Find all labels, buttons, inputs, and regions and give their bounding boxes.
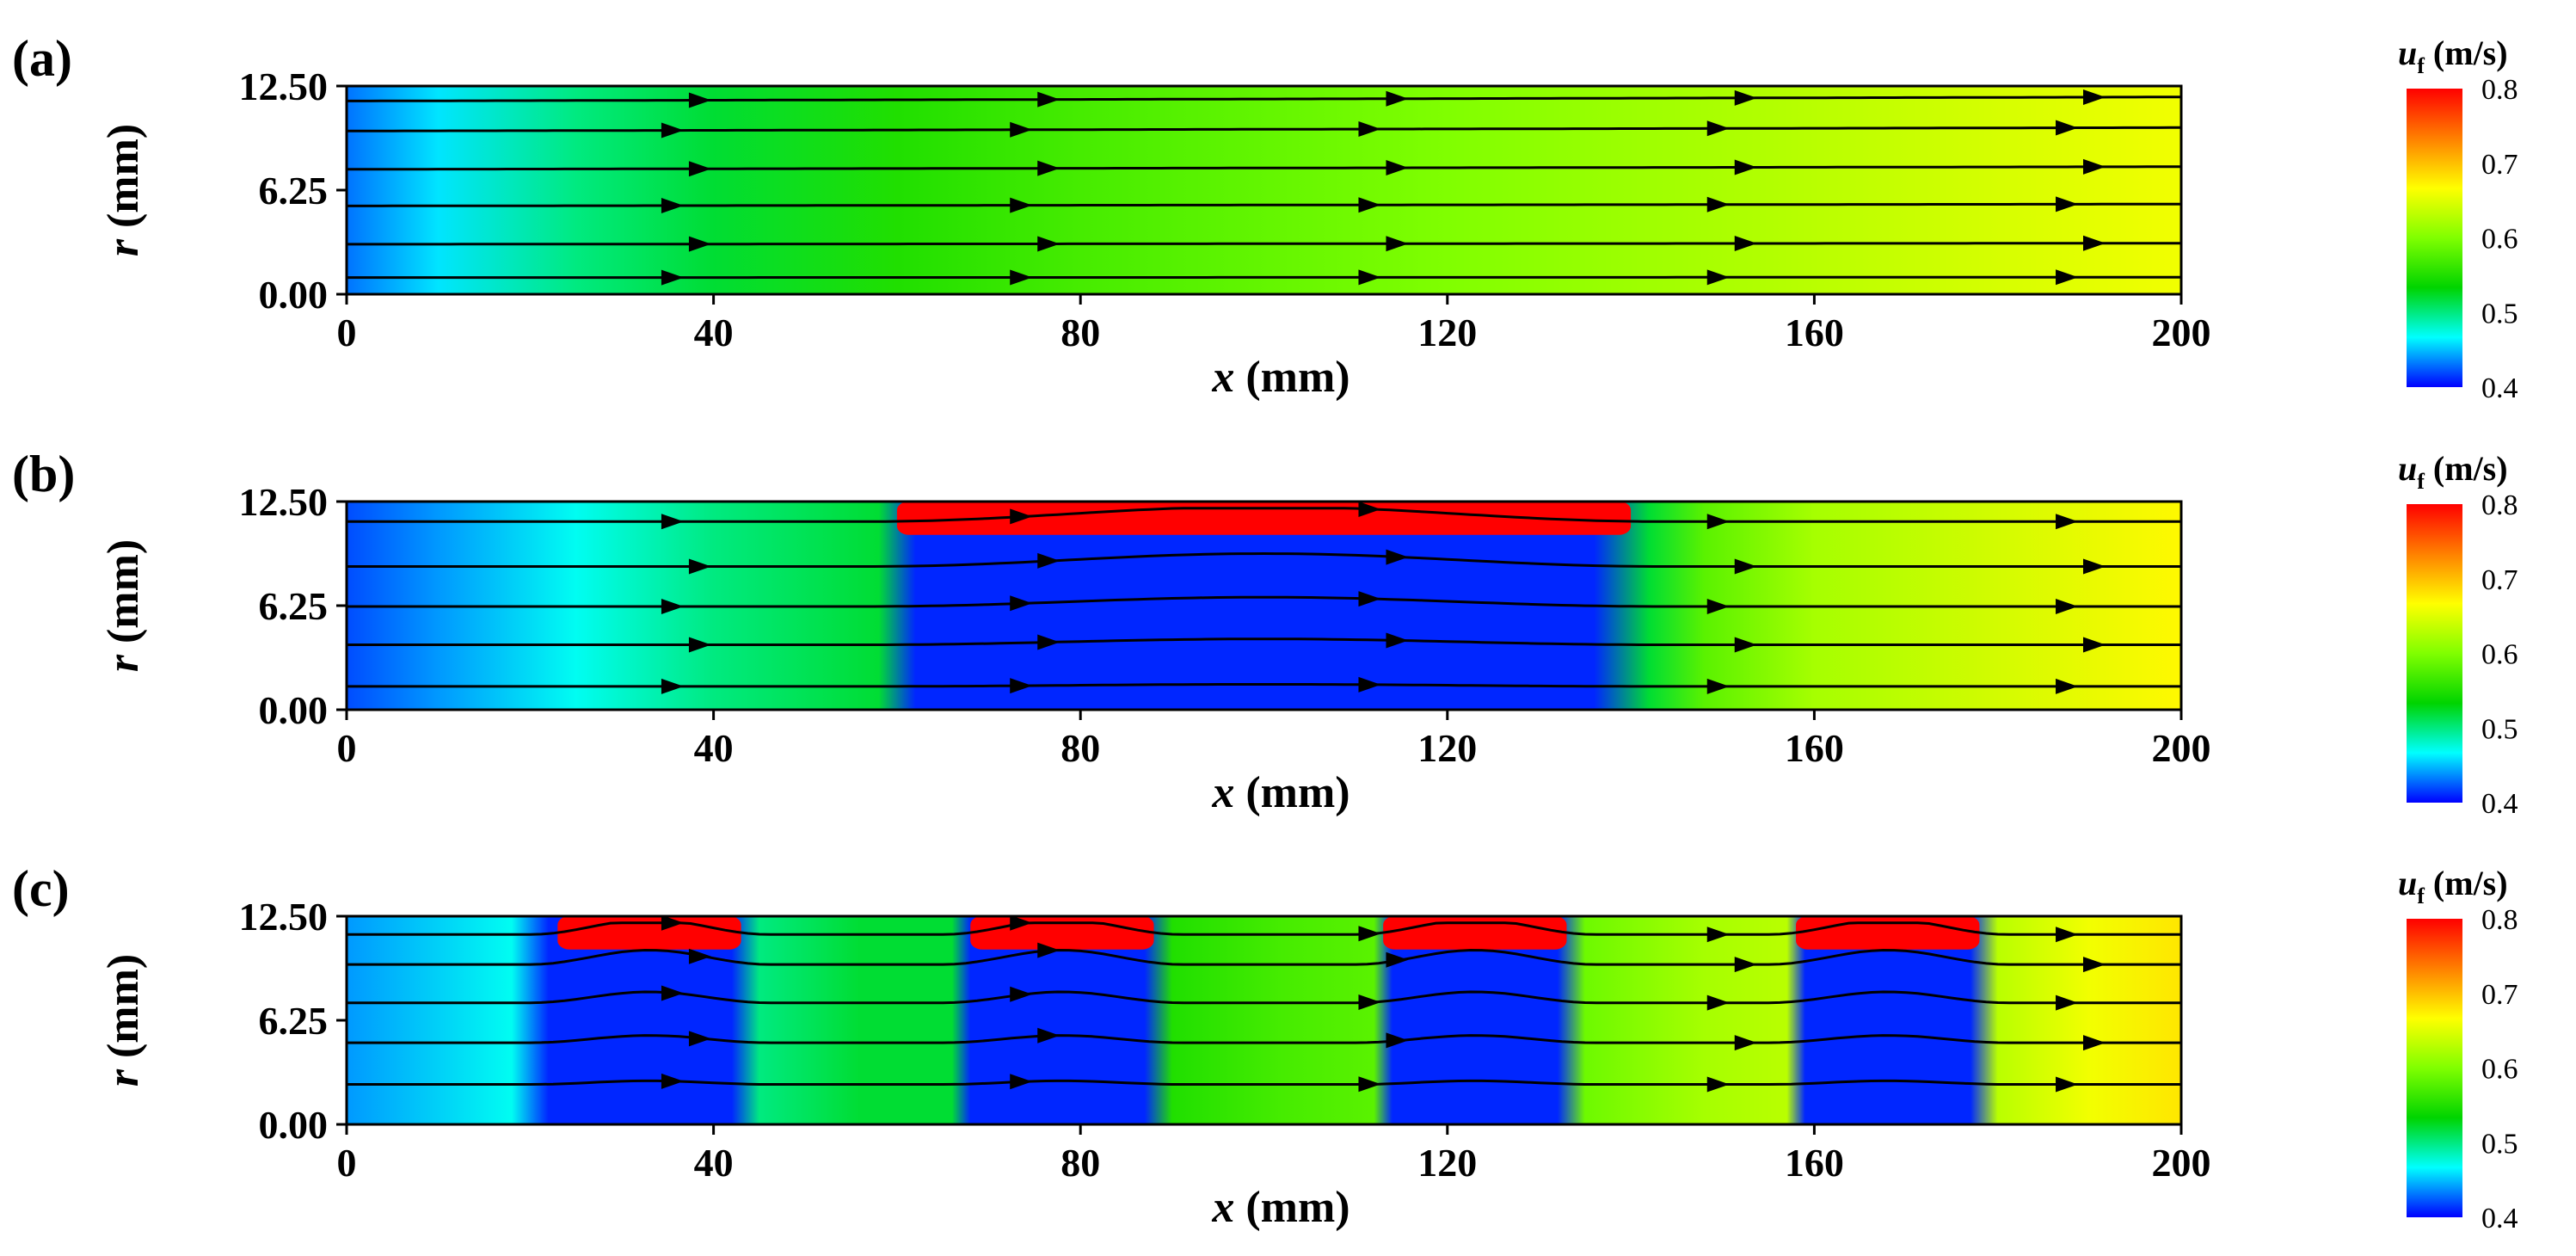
y-tick-label: 6.25 <box>259 999 329 1043</box>
colorbar-tick-label: 0.7 <box>2481 564 2518 596</box>
panel-label: (a) <box>12 30 72 87</box>
y-tick-label: 0.00 <box>259 273 329 317</box>
x-tick-label: 200 <box>2152 1141 2211 1185</box>
colorbar-tick-label: 0.5 <box>2481 1128 2518 1160</box>
colorbar-gradient <box>2407 504 2462 803</box>
x-tick-label: 40 <box>694 311 734 354</box>
colorbar-tick-label: 0.5 <box>2481 298 2518 329</box>
x-tick-label: 120 <box>1417 1141 1477 1185</box>
high-velocity-region <box>1796 916 1979 950</box>
y-axis-title: r (mm) <box>99 954 148 1087</box>
x-tick-label: 80 <box>1061 311 1100 354</box>
panel-a: 0 40 80 120 160 200 0.00 6.25 12.50 x (mm) r (mm) (… <box>12 30 2211 402</box>
colorbar-tick-label: 0.6 <box>2481 639 2518 671</box>
x-tick-label: 120 <box>1417 726 1477 770</box>
y-tick-label: 12.50 <box>239 480 329 524</box>
x-tick-label: 160 <box>1785 311 1844 354</box>
colorbars-group: 0.80.70.60.50.4uf(m/s)0.80.70.60.50.4uf(… <box>2398 34 2518 1234</box>
panel-label: (c) <box>12 860 70 917</box>
colorbar-gradient <box>2407 919 2462 1217</box>
high-velocity-region <box>557 916 741 950</box>
x-axis-title: x (mm) <box>1211 768 1349 817</box>
colorbar: 0.8 0.7 0.6 0.5 0.4 uf(m/s) <box>2398 34 2518 404</box>
x-tick-label: 0 <box>337 726 357 770</box>
x-tick-label: 200 <box>2152 726 2211 770</box>
high-velocity-region <box>970 916 1153 950</box>
panel-label: (b) <box>12 446 75 502</box>
colorbar-tick-label: 0.4 <box>2481 788 2518 820</box>
x-tick-label: 80 <box>1061 1141 1100 1185</box>
x-tick-label: 120 <box>1417 311 1477 354</box>
colorbar-tick-label: 0.7 <box>2481 149 2518 181</box>
colorbar-tick-label: 0.8 <box>2481 74 2518 106</box>
colorbar-tick-label: 0.8 <box>2481 904 2518 936</box>
y-axis-title: r (mm) <box>99 539 148 673</box>
colorbar-tick-label: 0.5 <box>2481 713 2518 745</box>
colorbar-tick-label: 0.7 <box>2481 979 2518 1011</box>
colorbar-title: uf(m/s) <box>2398 34 2508 78</box>
colorbar-tick-label: 0.8 <box>2481 489 2518 521</box>
colorbar-gradient <box>2407 89 2462 387</box>
high-velocity-region <box>1383 916 1566 950</box>
y-tick-label: 6.25 <box>259 584 329 628</box>
panel-b: 0 40 80 120 160 200 0.00 6.25 12.50 x (mm) r (mm) (… <box>12 446 2211 817</box>
x-tick-label: 80 <box>1061 726 1100 770</box>
x-tick-label: 0 <box>337 1141 357 1185</box>
x-tick-label: 160 <box>1785 726 1844 770</box>
colorbar-tick-label: 0.6 <box>2481 224 2518 256</box>
x-axis-title: x (mm) <box>1211 1183 1349 1232</box>
y-tick-label: 12.50 <box>239 65 329 108</box>
colorbar: 0.8 0.7 0.6 0.5 0.4 uf(m/s) <box>2398 449 2518 820</box>
x-tick-label: 40 <box>694 1141 734 1185</box>
x-tick-label: 160 <box>1785 1141 1844 1185</box>
y-tick-label: 6.25 <box>259 169 329 212</box>
y-tick-label: 0.00 <box>259 1103 329 1147</box>
y-axis-title: r (mm) <box>99 124 148 257</box>
streamline <box>347 243 2181 244</box>
colorbar-tick-label: 0.4 <box>2481 372 2518 404</box>
colorbar: 0.8 0.7 0.6 0.5 0.4 uf(m/s) <box>2398 864 2518 1234</box>
velocity-field <box>347 86 2181 294</box>
x-tick-label: 200 <box>2152 311 2211 354</box>
y-tick-label: 0.00 <box>259 688 329 732</box>
colorbar-title: uf(m/s) <box>2398 449 2508 494</box>
x-tick-label: 40 <box>694 726 734 770</box>
colorbar-title: uf(m/s) <box>2398 864 2508 908</box>
x-tick-label: 0 <box>337 311 357 354</box>
colorbar-tick-label: 0.4 <box>2481 1203 2518 1234</box>
colorbar-tick-label: 0.6 <box>2481 1054 2518 1086</box>
x-axis-title: x (mm) <box>1211 353 1349 402</box>
streamline <box>347 204 2181 206</box>
y-tick-label: 12.50 <box>239 895 329 939</box>
panels-group: 0 40 80 120 160 200 0.00 6.25 12.50 x (mm) r (mm) (… <box>12 30 2211 1232</box>
panel-c: 0 40 80 120 160 200 0.00 6.25 12.50 x (mm) r (mm) (… <box>12 860 2211 1232</box>
